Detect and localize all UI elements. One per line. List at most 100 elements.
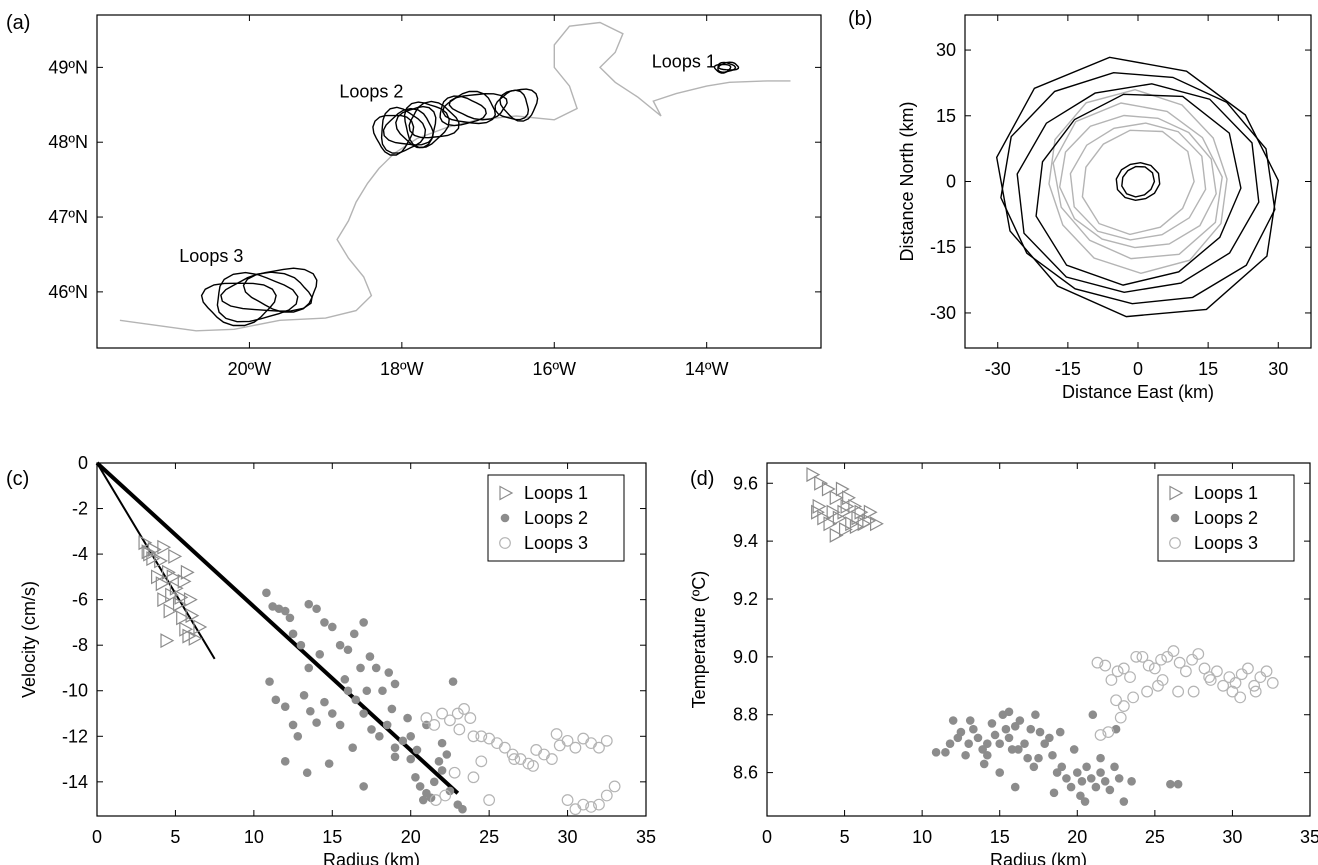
data-point-loops-2 (973, 733, 983, 743)
data-point-loops-2 (1088, 710, 1098, 720)
ring-loops-2 (1081, 129, 1195, 236)
data-point-loops-2 (1045, 733, 1054, 743)
x-tick-label: -30 (985, 359, 1011, 379)
data-point-loops-1 (168, 548, 183, 564)
data-point-loops-3 (429, 794, 442, 806)
data-point-loops-2 (371, 663, 381, 673)
x-tick-label: 15 (990, 827, 1010, 847)
data-point-loops-2 (406, 731, 416, 741)
x-tick-label: 0 (92, 827, 102, 847)
data-point-loops-2 (304, 599, 314, 609)
data-point-loops-3 (1260, 665, 1273, 678)
data-point-loops-1 (174, 589, 189, 605)
data-point-loops-2 (1069, 745, 1079, 754)
y-tick-label: -6 (72, 590, 88, 610)
data-point-loops-2 (1096, 768, 1105, 777)
data-point-loops-2 (983, 750, 992, 760)
panel-label-b: (b) (848, 8, 872, 30)
data-point-loops-3 (444, 714, 456, 727)
data-point-loops-3 (1254, 671, 1267, 684)
data-point-loops-2 (1105, 785, 1115, 795)
data-point-loops-3 (1173, 656, 1186, 669)
data-point-loops-3 (514, 753, 527, 765)
data-point-loops-2 (437, 766, 447, 775)
data-point-loops-2 (415, 782, 425, 791)
x-tick-label: 5 (840, 827, 850, 847)
ring-loops-1 (1115, 161, 1161, 202)
data-point-loops-1 (141, 544, 156, 560)
data-point-loops-2 (412, 745, 422, 755)
data-point-loops-2 (1014, 745, 1023, 754)
loops2-loop (494, 89, 530, 121)
data-point-loops-3 (1105, 674, 1118, 686)
data-point-loops-2 (987, 719, 997, 728)
data-point-loops-1 (840, 498, 855, 514)
x-tick-label: 20 (1067, 827, 1087, 847)
data-point-loops-3 (1136, 650, 1149, 663)
y-axis-label: Distance North (km) (897, 101, 917, 261)
data-point-loops-3 (1161, 650, 1174, 663)
data-point-loops-3 (1172, 685, 1185, 698)
data-point-loops-2 (351, 695, 361, 705)
data-point-loops-1 (832, 510, 847, 526)
data-point-loops-2 (983, 739, 992, 748)
data-point-loops-3 (1141, 685, 1153, 698)
data-point-loops-2 (941, 748, 950, 757)
data-point-loops-2 (458, 804, 467, 814)
data-point-loops-3 (600, 734, 613, 747)
data-point-loops-1 (812, 498, 827, 514)
x-tick-label: 5 (170, 827, 180, 847)
data-point-loops-2 (349, 629, 359, 639)
x-tick-label: 0 (1133, 359, 1143, 379)
data-point-loops-2 (995, 739, 1005, 748)
data-point-loops-2 (1091, 782, 1101, 792)
data-point-loops-2 (302, 768, 312, 778)
data-point-loops-3 (1179, 665, 1192, 678)
data-point-loops-3 (1235, 668, 1248, 681)
ring-loops-3 (995, 56, 1280, 318)
panel-a-map: 20ºW 18ºW 16ºW 14ºW 46ºN 47ºN 48ºN 49ºN Loops 1 L… (48, 14, 822, 379)
data-point-loops-2 (437, 738, 447, 748)
legend-box (487, 474, 625, 562)
data-point-loops-1 (143, 546, 158, 562)
y-tick-label: 9.2 (733, 589, 758, 609)
data-point-loops-2 (1082, 762, 1091, 772)
x-tick-label: 10 (912, 827, 932, 847)
data-point-loops-2 (356, 663, 365, 673)
data-point-loops-1 (823, 516, 838, 532)
data-point-loops-3 (585, 800, 597, 813)
data-point-loops-2 (1031, 710, 1040, 720)
data-point-loops-1 (821, 481, 836, 497)
data-point-loops-2 (1072, 768, 1082, 777)
data-point-loops-2 (1057, 762, 1067, 772)
data-point-loops-3 (1226, 685, 1239, 698)
data-point-loops-2 (280, 757, 290, 766)
data-point-loops-2 (1086, 774, 1096, 783)
data-point-loops-1 (151, 569, 165, 585)
y-tick-label: 47ºN (48, 207, 88, 227)
data-point-loops-1 (183, 592, 198, 608)
data-point-loops-1 (165, 587, 179, 603)
data-point-loops-1 (180, 564, 195, 580)
data-point-loops-3 (475, 730, 488, 743)
data-point-loops-2 (1004, 707, 1014, 717)
data-point-loops-3 (1102, 726, 1115, 738)
data-point-loops-2 (299, 690, 309, 700)
data-point-loops-3 (428, 719, 441, 731)
data-point-loops-1 (176, 610, 190, 626)
y-tick-label: -30 (930, 303, 956, 323)
data-point-loops-3 (600, 789, 613, 802)
loops2-loop (403, 101, 450, 149)
data-point-loops-2 (1007, 745, 1017, 754)
data-point-loops-2 (285, 613, 295, 623)
x-tick-label: 20ºW (228, 359, 272, 379)
data-point-loops-3 (451, 707, 464, 720)
data-point-loops-2 (1119, 797, 1129, 806)
data-point-loops-3 (1091, 656, 1104, 669)
data-point-loops-2 (293, 731, 303, 741)
fit-line (95, 461, 460, 795)
data-point-loops-2 (387, 704, 397, 714)
data-point-loops-2 (1049, 788, 1059, 798)
legend-entry: Loops 1 (1194, 483, 1258, 503)
data-point-loops-2 (312, 604, 321, 614)
